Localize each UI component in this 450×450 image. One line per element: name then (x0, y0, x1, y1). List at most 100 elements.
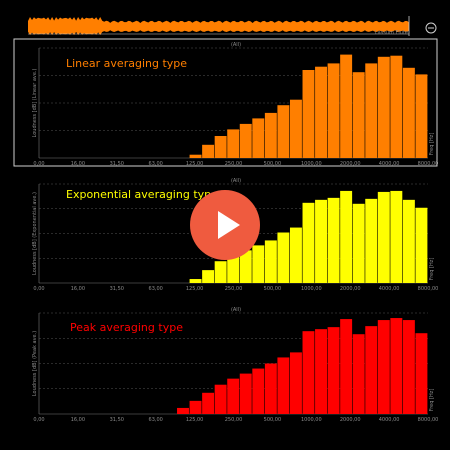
x-tick-label: 0,00 (33, 161, 44, 167)
bar-315 (239, 250, 252, 283)
x-tick-label: 8000,00 (418, 161, 439, 167)
bar-800 (289, 352, 302, 414)
zoom-icon[interactable] (425, 22, 437, 34)
overview-right-label: Lassum Flute (375, 30, 408, 36)
bar-100 (177, 407, 189, 414)
bar-2500 (352, 203, 365, 283)
x-tick-label: 125,00 (186, 161, 204, 167)
y-axis-label: Loudness [dB] (Peak ave.) (32, 331, 38, 396)
bar-630 (277, 232, 290, 283)
x-tick-label: 4000,00 (379, 286, 400, 292)
bar-5000 (390, 190, 403, 283)
bar-6300 (402, 320, 415, 414)
play-button[interactable] (190, 190, 260, 260)
x-tick-label: 500,00 (264, 161, 282, 167)
bar-1600 (327, 327, 340, 414)
bar-160 (202, 270, 215, 283)
x-tick-label: 500,00 (264, 417, 282, 423)
x-tick-label: 0,00 (33, 417, 44, 423)
x-tick-label: 16,00 (71, 286, 85, 292)
bar-5000 (390, 55, 403, 159)
bar-800 (289, 227, 302, 283)
chart-top-label: (All) (231, 42, 241, 48)
bar-200 (214, 261, 227, 283)
bar-2500 (352, 72, 365, 158)
x-axis-label: Freq [Hz] (429, 389, 435, 412)
bar-5000 (390, 318, 403, 414)
bar-200 (214, 384, 227, 414)
bar-250 (227, 129, 240, 158)
x-tick-label: 2000,00 (340, 286, 361, 292)
bar-3150 (365, 63, 378, 158)
bar-3150 (365, 198, 378, 283)
x-tick-label: 125,00 (186, 417, 204, 423)
x-axis-label: Freq [Hz] (429, 133, 435, 156)
bar-8000 (415, 74, 428, 158)
x-axis-label: Freq [Hz] (429, 258, 435, 281)
x-tick-label: 1000,00 (301, 286, 322, 292)
chart-title: Exponential averaging type (66, 188, 218, 201)
x-tick-label: 4000,00 (379, 161, 400, 167)
bar-1600 (327, 197, 340, 283)
x-tick-label: 1000,00 (301, 417, 322, 423)
chart-exponential: (All) Exponential averaging type Loudness … (32, 178, 438, 292)
bar-3150 (365, 326, 378, 414)
chart-title: Peak averaging type (70, 321, 183, 334)
x-tick-label: 2000,00 (340, 417, 361, 423)
x-tick-label: 8000,00 (418, 417, 439, 423)
bar-315 (239, 373, 252, 414)
x-tick-label: 8000,00 (418, 286, 439, 292)
chart-linear: (All) Linear averaging type Loudness [dB] … (13, 38, 439, 167)
bar-1000 (302, 70, 315, 158)
x-tick-label: 2000,00 (340, 161, 361, 167)
bar-2000 (340, 54, 353, 158)
x-tick-label: 63,00 (149, 161, 163, 167)
bar-2000 (340, 190, 353, 283)
bar-1000 (302, 331, 315, 414)
x-tick-label: 63,00 (149, 417, 163, 423)
bar-400 (252, 118, 265, 158)
y-axis-label: Loudness [dB] (Exponential ave.) (32, 192, 38, 275)
chart-peak: (All) Peak averaging type Loudness [dB] (P… (32, 307, 438, 423)
bar-160 (202, 392, 215, 414)
x-tick-label: 250,00 (225, 286, 243, 292)
bar-630 (277, 357, 290, 414)
bar-1000 (302, 202, 315, 283)
bar-8000 (415, 207, 428, 283)
bar-1250 (315, 66, 328, 158)
charts-area: (All) Linear averaging type Loudness [dB] … (13, 38, 439, 423)
waveform-shape (28, 17, 409, 35)
bar-315 (239, 123, 252, 158)
bar-400 (252, 245, 265, 283)
bar-125 (189, 279, 202, 283)
chart-top-label: (All) (231, 307, 241, 313)
bar-1600 (327, 63, 340, 158)
bar-400 (252, 368, 265, 414)
bar-1250 (315, 329, 328, 414)
bar-500 (264, 240, 277, 283)
bar-630 (277, 105, 290, 158)
waveform-overview[interactable] (28, 16, 410, 36)
bar-125 (189, 154, 202, 158)
bar-4000 (377, 56, 390, 158)
x-tick-label: 0,00 (33, 286, 44, 292)
bar-500 (264, 363, 277, 414)
bar-1250 (315, 199, 328, 283)
chart-top-label: (All) (231, 178, 241, 184)
x-tick-label: 500,00 (264, 286, 282, 292)
bar-6300 (402, 67, 415, 158)
bar-250 (227, 255, 240, 283)
bar-2000 (340, 319, 353, 414)
bar-250 (227, 378, 240, 414)
bar-2500 (352, 334, 365, 414)
x-tick-label: 250,00 (225, 161, 243, 167)
x-tick-label: 16,00 (71, 417, 85, 423)
chart-title: Linear averaging type (66, 57, 187, 70)
x-tick-label: 16,00 (71, 161, 85, 167)
bar-200 (214, 136, 227, 158)
selected-frame (13, 38, 438, 167)
bar-125 (189, 400, 202, 414)
bar-8000 (415, 333, 428, 414)
x-tick-label: 250,00 (225, 417, 243, 423)
